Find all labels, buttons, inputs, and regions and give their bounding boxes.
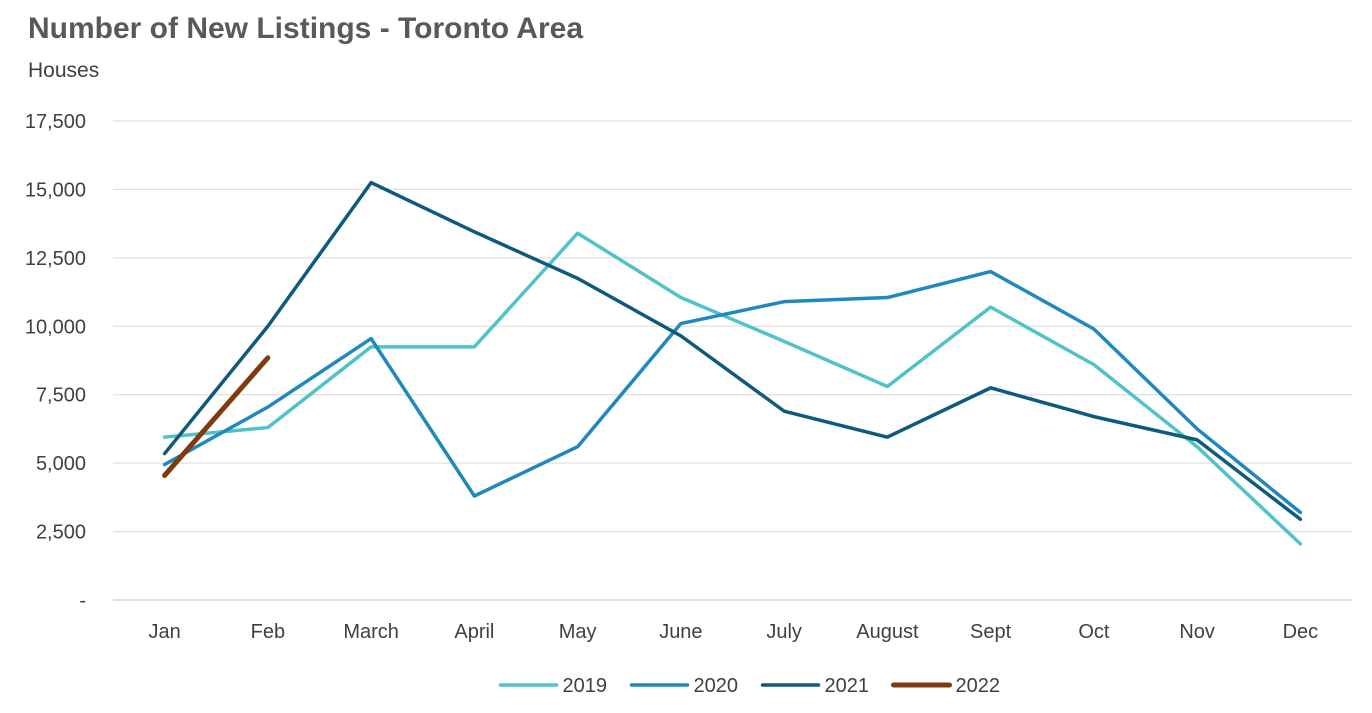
y-tick-label: 15,000	[25, 179, 86, 201]
data-point	[577, 233, 578, 234]
y-tick-label: 17,500	[25, 111, 86, 133]
data-point	[474, 346, 475, 347]
legend-label: 2020	[694, 675, 739, 697]
legend: 2019 2020 2021 2022	[498, 675, 1001, 697]
data-point	[990, 387, 991, 388]
data-point	[474, 231, 475, 232]
x-tick-label: Sept	[970, 621, 1012, 643]
data-point	[1300, 543, 1301, 544]
x-tick-label: Jan	[149, 621, 181, 643]
series-line-2021	[162, 180, 1303, 522]
data-point	[990, 307, 991, 308]
data-point	[164, 475, 165, 476]
data-point	[784, 301, 785, 302]
data-point	[577, 278, 578, 279]
data-point	[577, 446, 578, 447]
x-tick-label: April	[454, 621, 494, 643]
chart-subtitle: Houses	[28, 59, 100, 82]
x-tick-label: Dec	[1283, 621, 1319, 643]
data-point	[1093, 416, 1094, 417]
chart-title: Number of New Listings - Toronto Area	[28, 12, 584, 45]
y-tick-label: 5,000	[36, 453, 86, 475]
data-point	[1197, 446, 1198, 447]
y-tick-label: 7,500	[36, 385, 86, 407]
data-point	[680, 297, 681, 298]
x-tick-label: June	[659, 621, 702, 643]
data-point	[164, 437, 165, 438]
data-point	[990, 271, 991, 272]
data-point	[1300, 512, 1301, 513]
data-point	[267, 427, 268, 428]
data-point	[680, 323, 681, 324]
data-point	[267, 326, 268, 327]
x-tick-label: May	[559, 621, 597, 643]
data-point	[164, 453, 165, 454]
x-tick-label: Feb	[251, 621, 285, 643]
data-point	[474, 495, 475, 496]
data-point	[371, 338, 372, 339]
data-point	[1197, 428, 1198, 429]
y-tick-label: 10,000	[25, 316, 86, 338]
x-tick-label: August	[856, 621, 919, 643]
data-point	[1197, 439, 1198, 440]
data-point	[267, 407, 268, 408]
data-point	[371, 346, 372, 347]
series-line-2020	[162, 269, 1303, 515]
data-point	[887, 437, 888, 438]
data-point	[680, 335, 681, 336]
data-point	[267, 357, 268, 358]
gridlines	[113, 120, 1352, 601]
series-line-2022	[162, 355, 271, 478]
y-tick-label: 12,500	[25, 248, 86, 270]
y-tick-label: 2,500	[36, 522, 86, 544]
legend-label: 2022	[956, 675, 1001, 697]
data-point	[784, 341, 785, 342]
x-tick-label: March	[343, 621, 399, 643]
series-lines	[162, 180, 1303, 546]
x-tick-label: Nov	[1179, 621, 1215, 643]
data-point	[1093, 329, 1094, 330]
data-point	[887, 297, 888, 298]
legend-label: 2019	[563, 675, 608, 697]
data-point	[1300, 519, 1301, 520]
data-point	[371, 182, 372, 183]
data-point	[1093, 364, 1094, 365]
x-axis: Jan Feb March April May June July August Sept Oct…	[149, 621, 1319, 643]
x-tick-label: July	[766, 621, 802, 643]
series-line-2019	[162, 231, 1303, 546]
data-point	[784, 411, 785, 412]
data-point	[887, 386, 888, 387]
x-tick-label: Oct	[1078, 621, 1110, 643]
legend-label: 2021	[825, 675, 870, 697]
y-axis: - 2,500 5,000 7,500 10,000 12,500 15,000 17,500	[25, 111, 86, 612]
y-tick-label: -	[79, 590, 86, 612]
data-point	[164, 464, 165, 465]
